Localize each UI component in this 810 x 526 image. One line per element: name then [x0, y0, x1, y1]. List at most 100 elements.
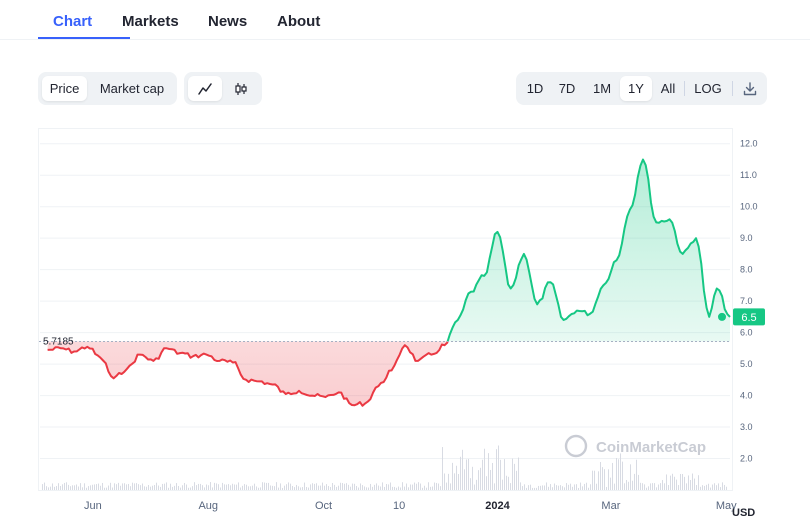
volume-bar: [472, 466, 473, 490]
volume-bar: [460, 456, 461, 490]
candlestick-chart-button[interactable]: [224, 76, 258, 101]
volume-bar: [154, 484, 155, 490]
tab-chart[interactable]: Chart: [53, 13, 93, 30]
volume-bar: [700, 486, 701, 490]
volume-bar: [602, 467, 603, 490]
download-button[interactable]: [736, 76, 764, 101]
volume-bar: [296, 484, 297, 490]
volume-bar: [102, 482, 103, 490]
volume-bar: [50, 486, 51, 490]
volume-bar: [204, 487, 205, 490]
x-tick-label: 10: [393, 500, 405, 512]
y-tick-label: 9.0: [740, 233, 753, 243]
volume-bar: [526, 487, 527, 490]
volume-bar: [668, 484, 669, 490]
price-toggle-button[interactable]: Price: [42, 76, 87, 101]
tab-news[interactable]: News: [208, 13, 248, 30]
y-tick-label: 6.0: [740, 328, 753, 338]
volume-bar: [598, 471, 599, 490]
volume-bar: [552, 487, 553, 490]
volume-bar: [144, 486, 145, 490]
volume-bar: [698, 475, 699, 490]
volume-bar: [224, 484, 225, 490]
volume-bar: [148, 484, 149, 490]
log-scale-button[interactable]: LOG: [694, 81, 722, 96]
volume-bar: [106, 487, 107, 490]
current-price-dot: [718, 312, 726, 321]
volume-bar: [164, 483, 165, 490]
volume-bar: [206, 484, 207, 490]
chart-frame: [38, 128, 733, 491]
volume-bar: [274, 486, 275, 490]
volume-bar: [408, 487, 409, 490]
volume-bar: [58, 483, 59, 490]
volume-bar: [280, 483, 281, 490]
y-tick-label: 2.0: [740, 454, 753, 464]
volume-bar: [226, 484, 227, 490]
volume-bar: [592, 470, 593, 490]
volume-bar: [288, 482, 289, 490]
volume-bar: [646, 487, 647, 490]
volume-bar: [488, 453, 489, 490]
volume-bar: [616, 458, 617, 490]
market-cap-toggle-button[interactable]: Market cap: [99, 81, 165, 96]
volume-bar: [610, 477, 611, 490]
volume-bar: [348, 484, 349, 490]
tab-markets[interactable]: Markets: [122, 13, 179, 30]
range-7d-button[interactable]: 7D: [558, 81, 576, 96]
range-1m-button[interactable]: 1M: [592, 81, 612, 96]
volume-bar: [202, 485, 203, 490]
volume-bar: [302, 487, 303, 490]
volume-bar: [260, 487, 261, 490]
volume-bar: [126, 484, 127, 490]
volume-bar: [56, 486, 57, 490]
volume-bar: [522, 486, 523, 490]
volume-bar: [90, 485, 91, 490]
metric-toggle-group: Price Market cap: [38, 72, 177, 105]
volume-bar: [568, 484, 569, 490]
volume-bar: [230, 485, 231, 490]
volume-bar: [562, 486, 563, 490]
volume-bar: [464, 469, 465, 490]
volume-bar: [558, 485, 559, 490]
download-icon: [743, 81, 757, 95]
y-tick-label: 10.0: [740, 202, 758, 212]
volume-bar: [284, 485, 285, 490]
volume-bar: [222, 482, 223, 490]
volume-bar: [442, 447, 443, 490]
volume-bar: [380, 486, 381, 490]
line-chart-button[interactable]: [188, 76, 222, 101]
volume-bar: [696, 485, 697, 490]
volume-bar: [648, 486, 649, 490]
volume-bar: [510, 483, 511, 490]
volume-bar: [514, 463, 515, 490]
volume-bar: [612, 462, 613, 490]
volume-bar: [238, 482, 239, 490]
range-1d-button[interactable]: 1D: [526, 81, 544, 96]
volume-bar: [292, 485, 293, 490]
range-1y-button[interactable]: 1Y: [620, 76, 652, 101]
volume-bar: [432, 486, 433, 490]
volume-bar: [168, 487, 169, 490]
volume-bar: [366, 487, 367, 490]
volume-bar: [256, 486, 257, 490]
volume-bar: [588, 487, 589, 490]
volume-bar: [98, 483, 99, 490]
volume-bar: [114, 483, 115, 490]
volume-bar: [340, 482, 341, 490]
volume-bar: [390, 482, 391, 490]
volume-bar: [232, 483, 233, 490]
volume-bar: [344, 483, 345, 490]
volume-bar: [250, 486, 251, 490]
volume-bar: [140, 485, 141, 490]
volume-bar: [716, 485, 717, 490]
range-selector-group: 1D 7D 1M 1Y All LOG: [516, 72, 767, 105]
volume-bar: [304, 482, 305, 490]
volume-bar: [550, 484, 551, 490]
tab-about[interactable]: About: [277, 13, 321, 30]
volume-bar: [638, 474, 639, 490]
volume-bar: [162, 483, 163, 490]
volume-bar: [496, 449, 497, 490]
range-all-button[interactable]: All: [660, 81, 676, 96]
